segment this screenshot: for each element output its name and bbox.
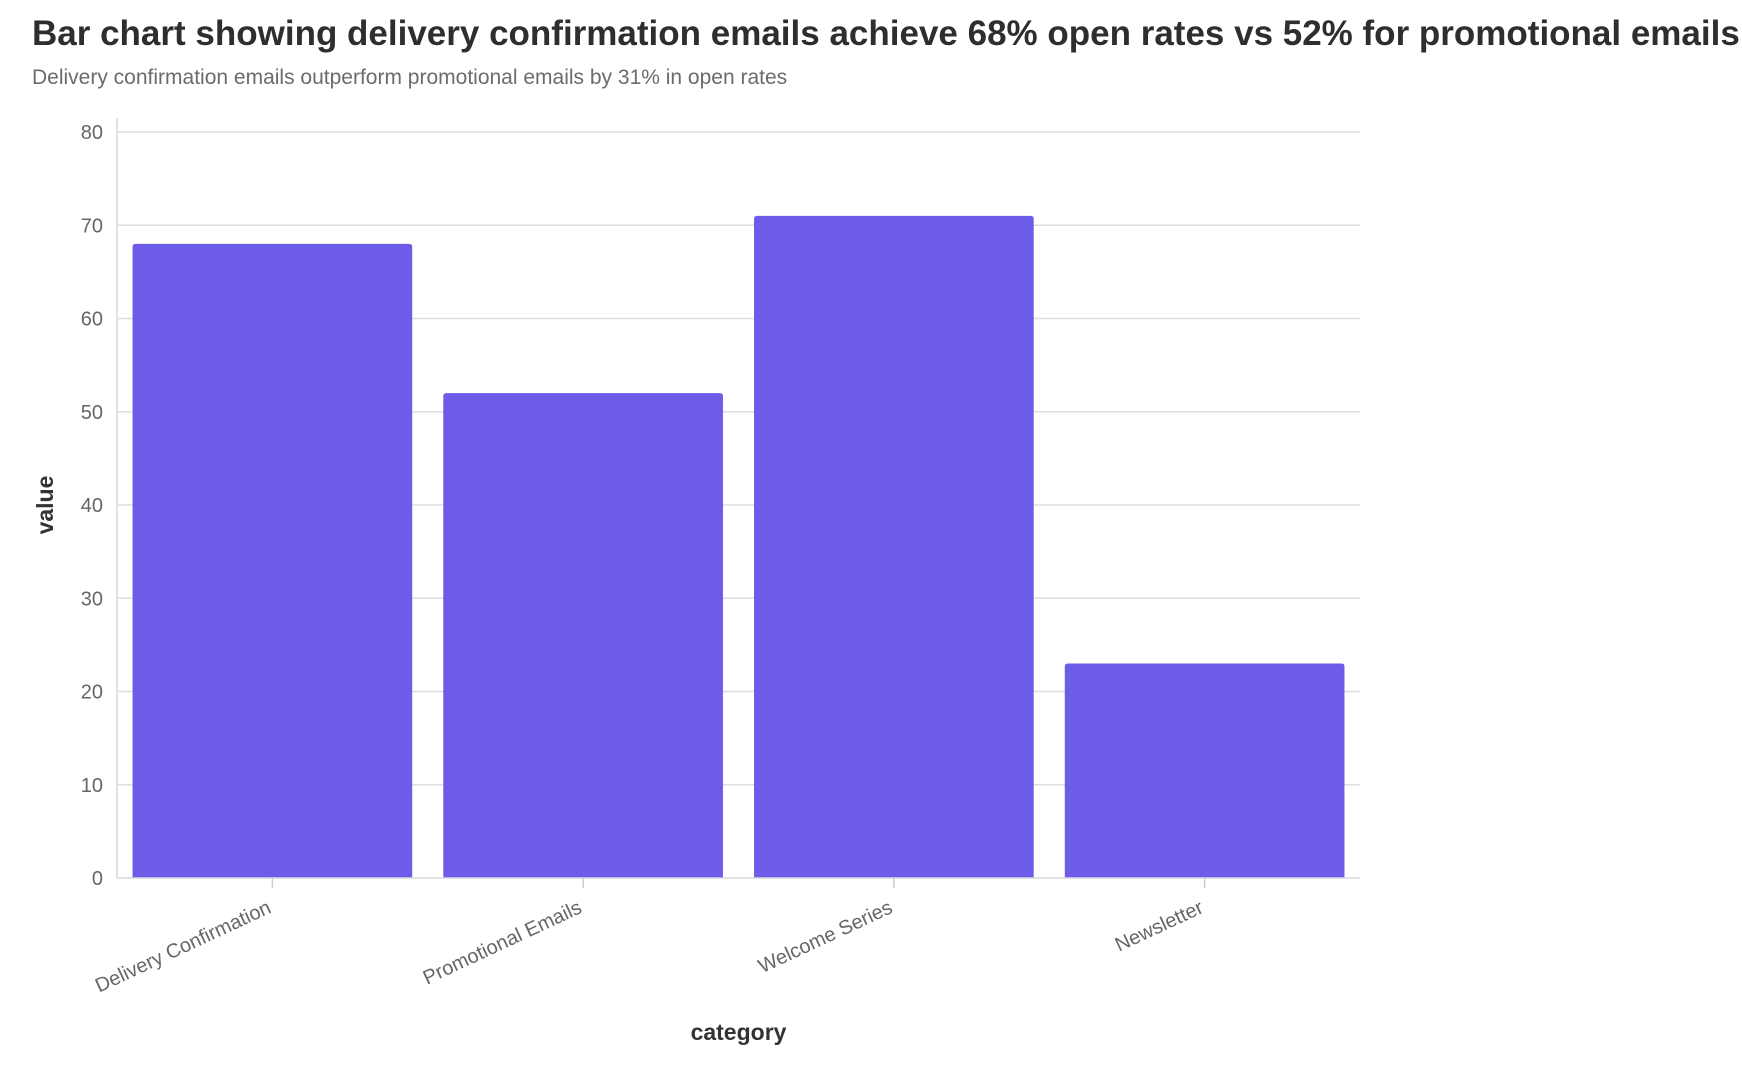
y-tick-label: 0 — [92, 868, 103, 890]
x-tick-label: Newsletter — [1112, 896, 1207, 956]
y-tick-label: 50 — [81, 402, 103, 424]
chart-subtitle: Delivery confirmation emails outperform … — [32, 66, 788, 89]
y-tick-label: 10 — [81, 775, 103, 797]
chart-title: Bar chart showing delivery confirmation … — [32, 14, 1740, 53]
x-tick-label: Welcome Series — [755, 897, 896, 978]
bar — [443, 393, 723, 878]
y-axis-title: value — [32, 476, 58, 535]
bar — [132, 243, 413, 878]
x-axis-title: category — [691, 1019, 787, 1045]
bars — [132, 215, 1345, 879]
y-tick-label: 20 — [81, 682, 103, 704]
x-tick-label: Delivery Confirmation — [92, 897, 275, 998]
bar — [754, 215, 1034, 879]
y-tick-label: 70 — [81, 215, 103, 237]
y-tick-label: 40 — [81, 495, 103, 517]
x-tick-label: Promotional Emails — [420, 897, 585, 990]
y-tick-label: 60 — [81, 309, 103, 331]
bar — [1064, 663, 1345, 878]
y-tick-label: 30 — [81, 588, 103, 610]
y-tick-label: 80 — [81, 122, 103, 144]
